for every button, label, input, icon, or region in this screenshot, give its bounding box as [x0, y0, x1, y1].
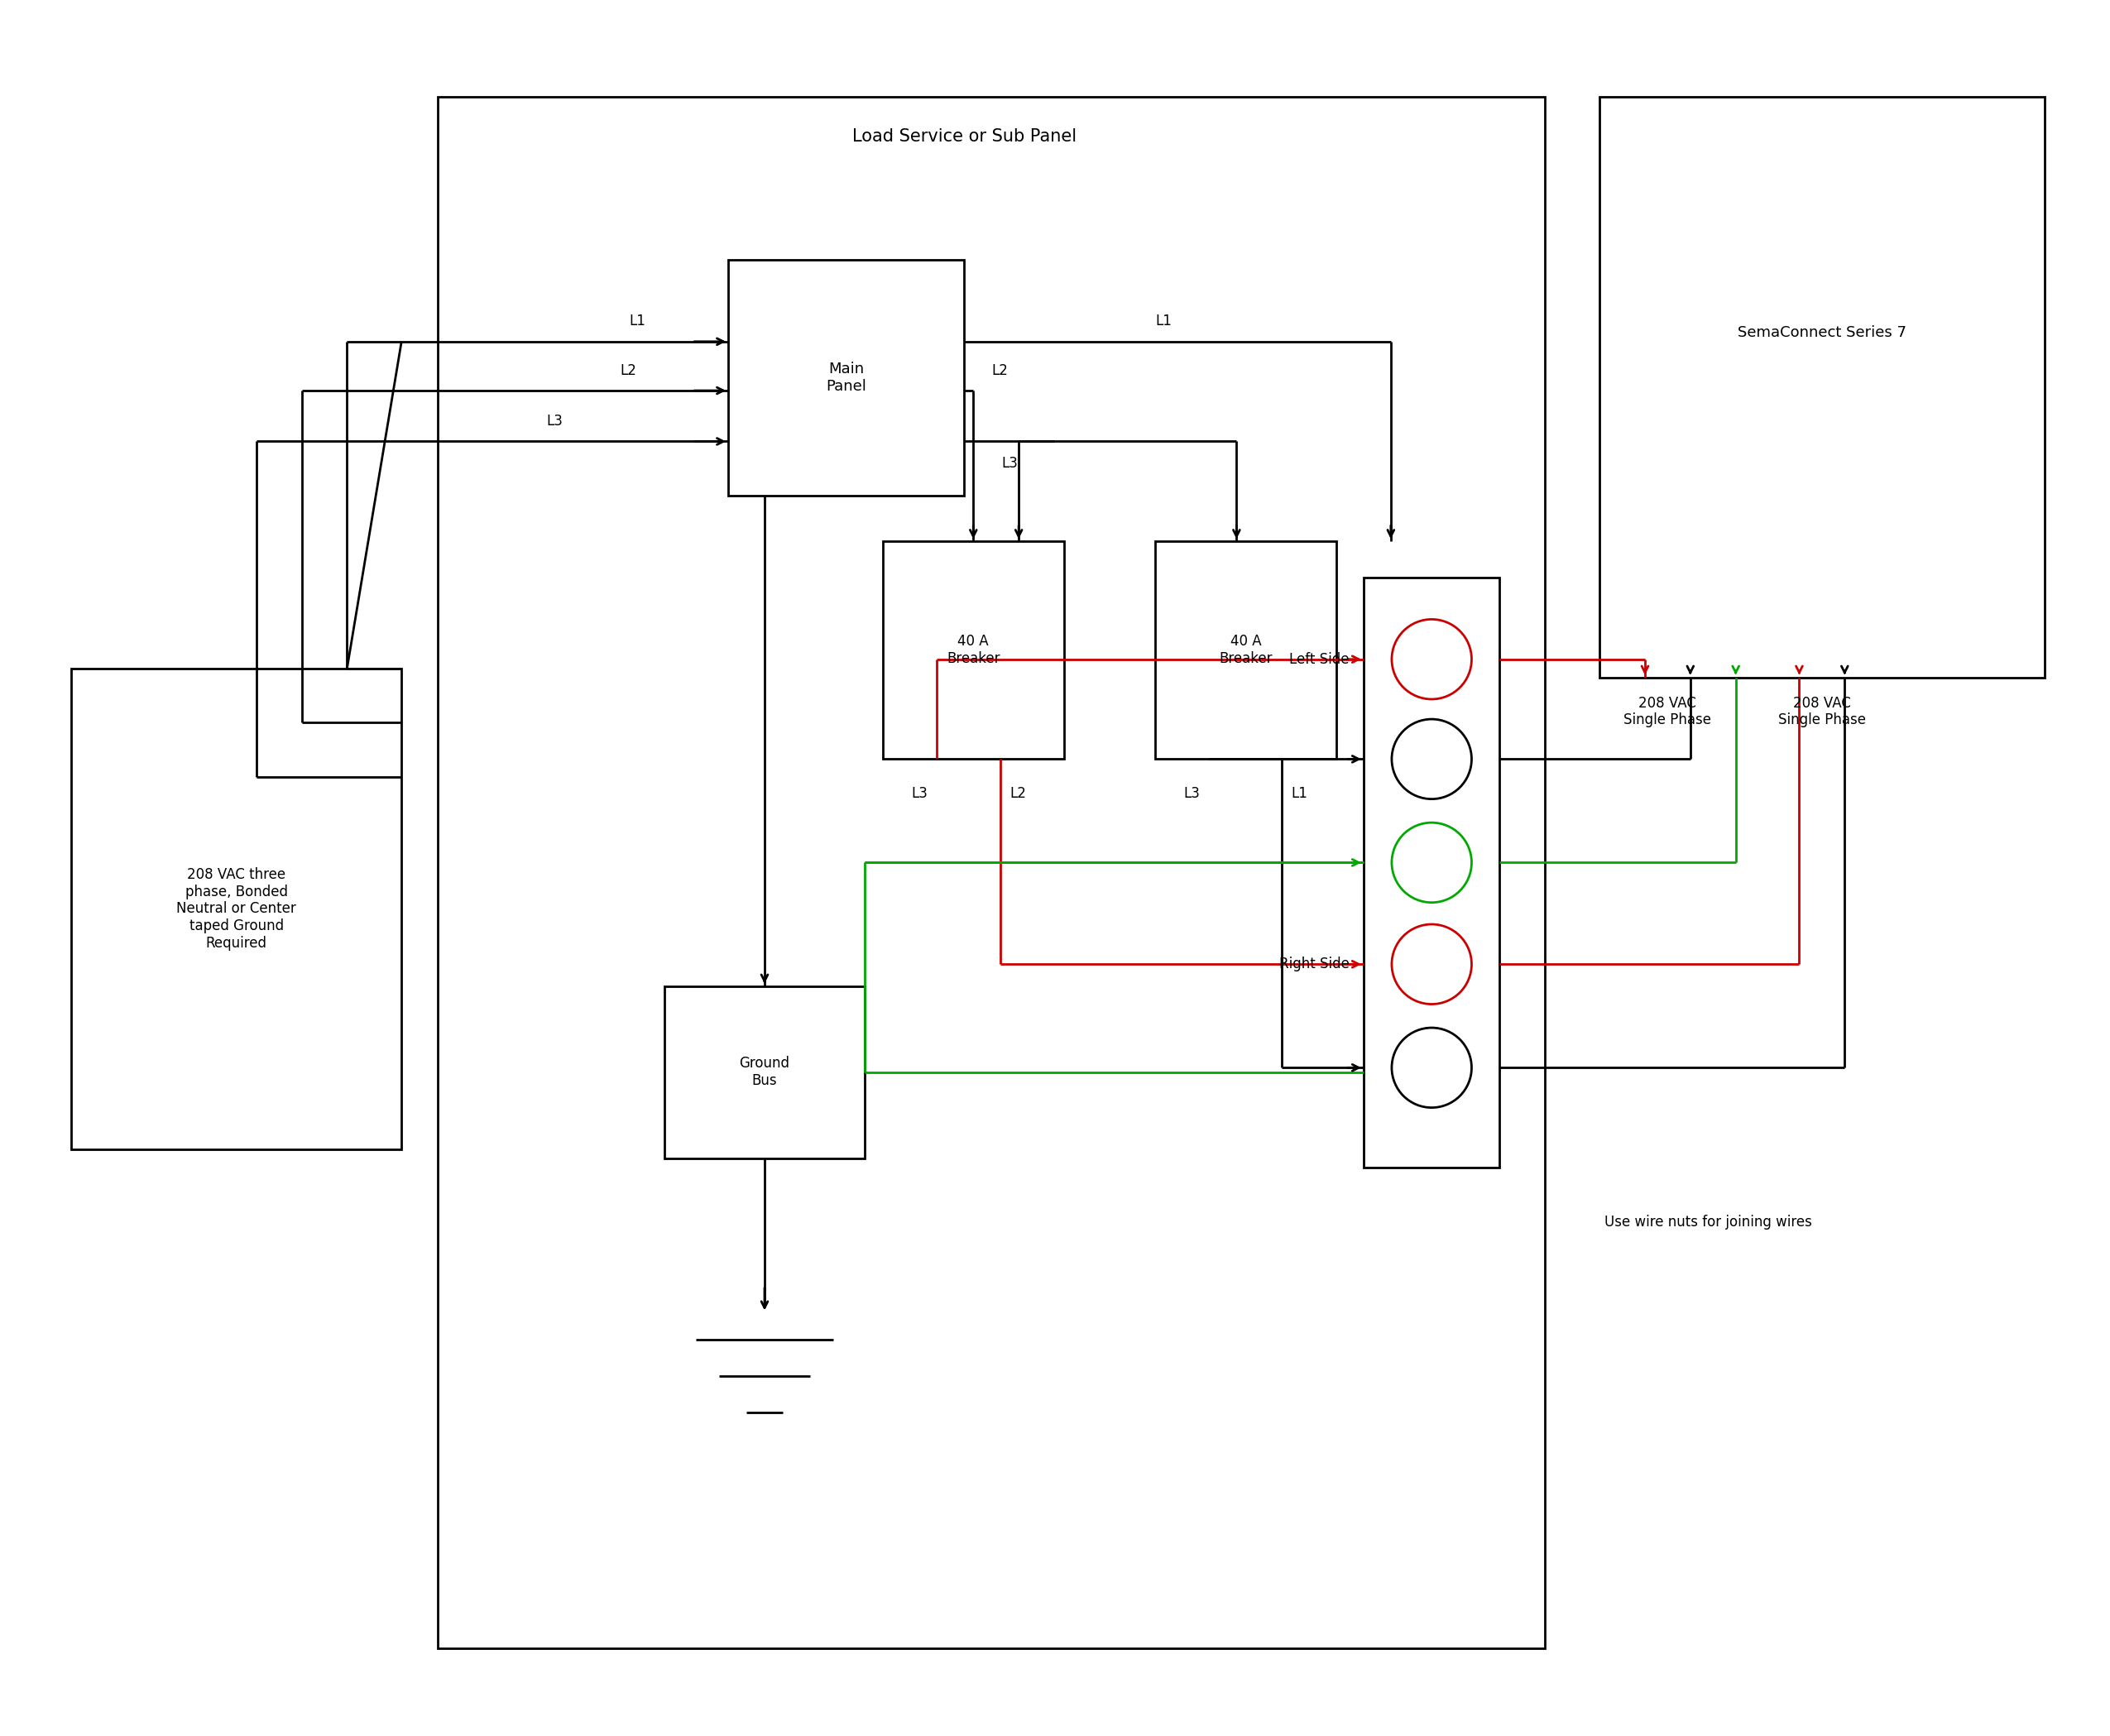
Text: Load Service or Sub Panel: Load Service or Sub Panel — [852, 128, 1076, 144]
Circle shape — [1393, 620, 1471, 700]
Circle shape — [1393, 719, 1471, 799]
Text: Left Side: Left Side — [1289, 651, 1348, 667]
Bar — [1154, 542, 1336, 759]
Text: L2: L2 — [992, 363, 1009, 378]
Text: L1: L1 — [1156, 314, 1173, 328]
Bar — [665, 986, 865, 1158]
Text: Main
Panel: Main Panel — [825, 361, 867, 394]
Bar — [72, 668, 401, 1149]
Text: 208 VAC
Single Phase: 208 VAC Single Phase — [1779, 696, 1865, 727]
Text: Use wire nuts for joining wires: Use wire nuts for joining wires — [1606, 1215, 1812, 1229]
Text: L2: L2 — [1009, 786, 1025, 802]
Text: L3: L3 — [1002, 457, 1017, 470]
Circle shape — [1393, 823, 1471, 903]
Text: 40 A
Breaker: 40 A Breaker — [1220, 634, 1272, 667]
Circle shape — [1393, 1028, 1471, 1108]
Circle shape — [1393, 924, 1471, 1003]
Bar — [1599, 97, 2045, 677]
Bar — [1363, 578, 1500, 1168]
Text: Right Side: Right Side — [1279, 957, 1348, 972]
Text: 208 VAC
Single Phase: 208 VAC Single Phase — [1625, 696, 1711, 727]
Bar — [437, 97, 1545, 1649]
Bar — [728, 260, 964, 496]
Text: L1: L1 — [629, 314, 646, 328]
Text: L3: L3 — [546, 413, 563, 429]
Text: L3: L3 — [1184, 786, 1201, 802]
Text: Ground
Bus: Ground Bus — [738, 1055, 789, 1088]
Text: 40 A
Breaker: 40 A Breaker — [947, 634, 1000, 667]
Text: 208 VAC three
phase, Bonded
Neutral or Center
taped Ground
Required: 208 VAC three phase, Bonded Neutral or C… — [177, 866, 295, 951]
Text: L2: L2 — [620, 363, 637, 378]
Text: SemaConnect Series 7: SemaConnect Series 7 — [1737, 325, 1905, 340]
Text: L1: L1 — [1291, 786, 1308, 802]
Bar — [882, 542, 1063, 759]
Text: L3: L3 — [912, 786, 928, 802]
